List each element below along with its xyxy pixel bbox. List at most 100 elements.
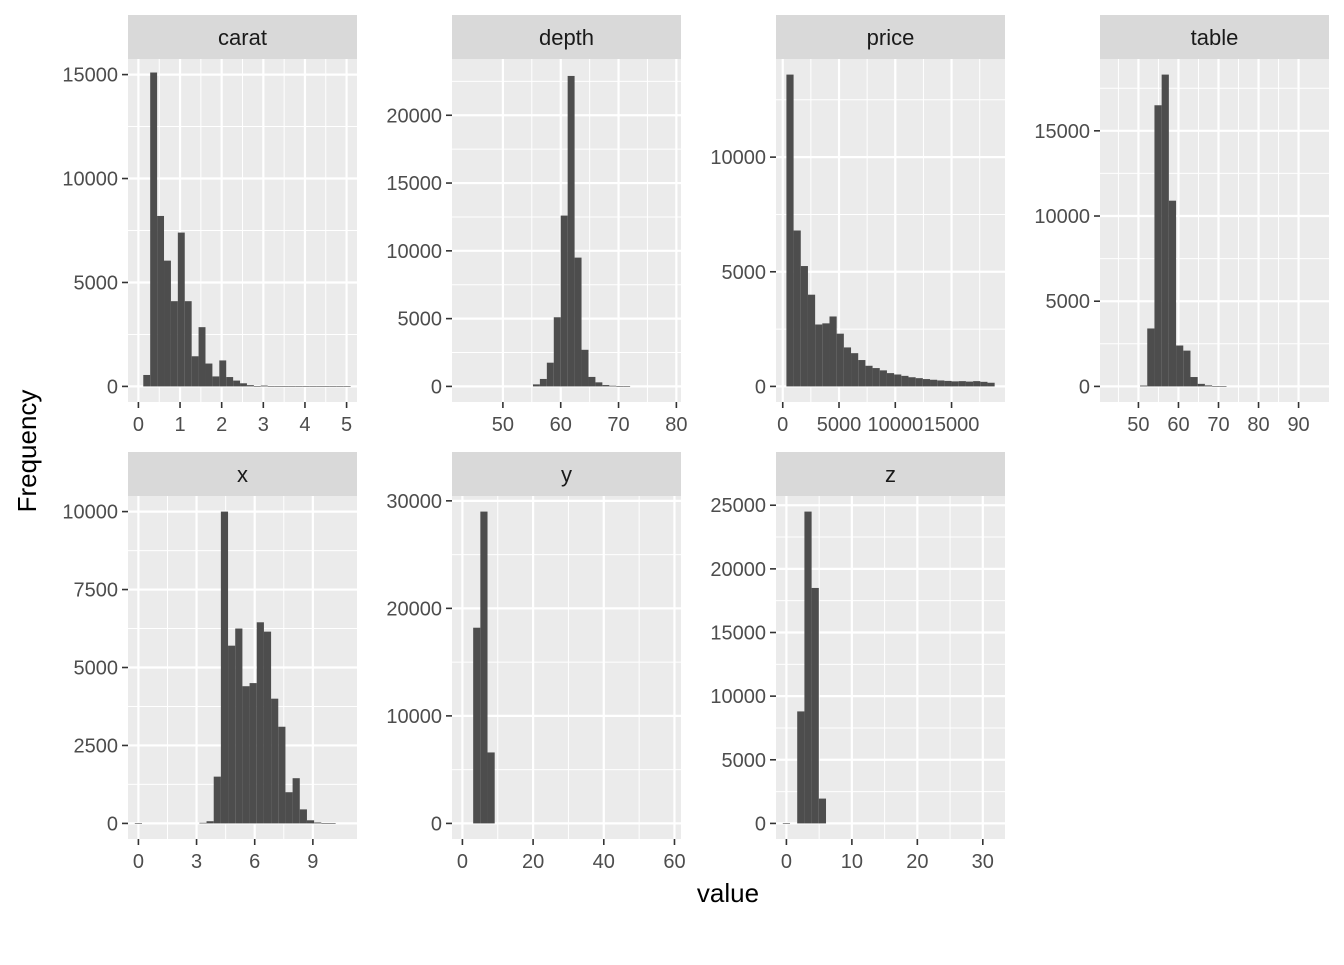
histogram-bar <box>797 711 805 824</box>
histogram-bar <box>980 381 988 387</box>
histogram-bar <box>1204 385 1213 387</box>
y-tick-label: 20000 <box>386 105 442 127</box>
histogram-bar <box>316 386 323 387</box>
x-tick-label: 70 <box>1207 414 1229 436</box>
histogram-bar <box>150 72 158 387</box>
histogram-bar <box>249 683 257 824</box>
histogram-bar <box>292 778 300 824</box>
histogram-bar <box>235 628 243 824</box>
histogram-bar <box>609 385 617 387</box>
histogram-bar <box>822 323 830 387</box>
y-tick-label: 5000 <box>74 658 119 680</box>
y-tick-label: 5000 <box>722 750 767 772</box>
bars-table <box>1140 74 1227 387</box>
y-tick-label: 7500 <box>74 580 119 602</box>
bars-y <box>473 511 495 824</box>
histogram-bar <box>278 726 286 824</box>
histogram-bar <box>602 385 610 387</box>
y-tick-label: 2500 <box>74 735 119 757</box>
histogram-bar <box>302 386 310 387</box>
panel-depth: depth 50 60 70 80 0 5000 10000 15000 20000 <box>386 15 687 436</box>
histogram-bar <box>1176 345 1184 387</box>
x-tick-label: 60 <box>1167 414 1189 436</box>
histogram-bar <box>1197 383 1205 387</box>
histogram-bar <box>199 822 207 824</box>
x-tick-label: 10 <box>841 851 863 873</box>
histogram-bar <box>595 382 603 387</box>
panel-x: x 0 3 6 9 0 2500 5000 7500 10000 <box>62 452 357 873</box>
histogram-bar <box>242 686 250 824</box>
histogram-bar <box>1183 350 1191 387</box>
histogram-bar <box>177 232 185 387</box>
histogram-bar <box>314 822 322 824</box>
bars-x <box>134 511 336 824</box>
histogram-bar <box>872 368 880 387</box>
y-tick-label: 5000 <box>722 262 767 284</box>
y-tick-label: 10000 <box>386 241 442 263</box>
y-tick-label: 10000 <box>386 706 442 728</box>
histogram-bar <box>908 377 916 387</box>
y-tick-label: 25000 <box>710 495 766 517</box>
y-tick-label: 10000 <box>710 147 766 169</box>
histogram-bar <box>858 360 866 387</box>
histogram-bar <box>184 301 192 387</box>
histogram-bar <box>567 75 575 387</box>
y-tick-label: 0 <box>431 813 442 835</box>
strip-label-x: x <box>237 462 248 487</box>
y-tick-label: 15000 <box>386 173 442 195</box>
x-tick-label: 0 <box>777 414 788 436</box>
strip-y <box>452 452 681 496</box>
histogram-bar <box>233 380 241 387</box>
x-tick-label: 0 <box>133 414 144 436</box>
histogram-bar <box>1154 105 1162 387</box>
y-tick-label: 10000 <box>710 686 766 708</box>
histogram-bar <box>267 386 275 387</box>
histogram-bar <box>157 215 165 387</box>
x-tick-label: 3 <box>258 414 269 436</box>
y-tick-label: 0 <box>1079 376 1090 398</box>
histogram-bar <box>987 382 995 387</box>
y-tick-label: 10000 <box>1034 206 1090 228</box>
x-tick-label: 60 <box>550 414 572 436</box>
histogram-bar <box>336 386 344 387</box>
x-tick-label: 40 <box>593 851 615 873</box>
histogram-bar <box>240 383 247 387</box>
histogram-bar <box>958 381 966 387</box>
x-tick-label: 2 <box>216 414 227 436</box>
histogram-bar <box>937 380 945 387</box>
bars-depth <box>532 75 631 387</box>
histogram-bar <box>894 374 902 387</box>
strip-table <box>1100 15 1329 59</box>
histogram-bar <box>1190 377 1198 387</box>
x-axis-title: value <box>697 878 759 908</box>
histogram-bar <box>205 363 213 387</box>
histogram-bar <box>829 316 837 387</box>
histogram-bar <box>219 360 227 387</box>
y-tick-label: 0 <box>107 376 118 398</box>
y-tick-label: 5000 <box>74 272 119 294</box>
histogram-bar <box>800 266 808 387</box>
histogram-bar <box>1212 386 1220 387</box>
y-tick-label: 15000 <box>62 65 118 87</box>
histogram-bar <box>915 378 923 387</box>
histogram-bar <box>951 381 959 387</box>
x-tick-label: 0 <box>781 851 792 873</box>
bars-carat <box>143 72 351 387</box>
histogram-bar <box>901 375 909 387</box>
y-tick-label: 0 <box>107 813 118 835</box>
x-tick-label: 80 <box>665 414 687 436</box>
histogram-bar <box>560 215 568 387</box>
histogram-bar <box>170 301 178 387</box>
strip-label-z: z <box>885 462 896 487</box>
x-tick-label: 6 <box>249 851 260 873</box>
y-axis-title: Frequency <box>12 390 42 513</box>
x-tick-label: 3 <box>191 851 202 873</box>
major-grid-x <box>128 496 357 839</box>
bars-z <box>782 511 827 824</box>
bars-price <box>786 74 995 387</box>
x-tick-label: 0 <box>457 851 468 873</box>
histogram-bar <box>480 511 488 824</box>
histogram-bar <box>473 627 481 824</box>
